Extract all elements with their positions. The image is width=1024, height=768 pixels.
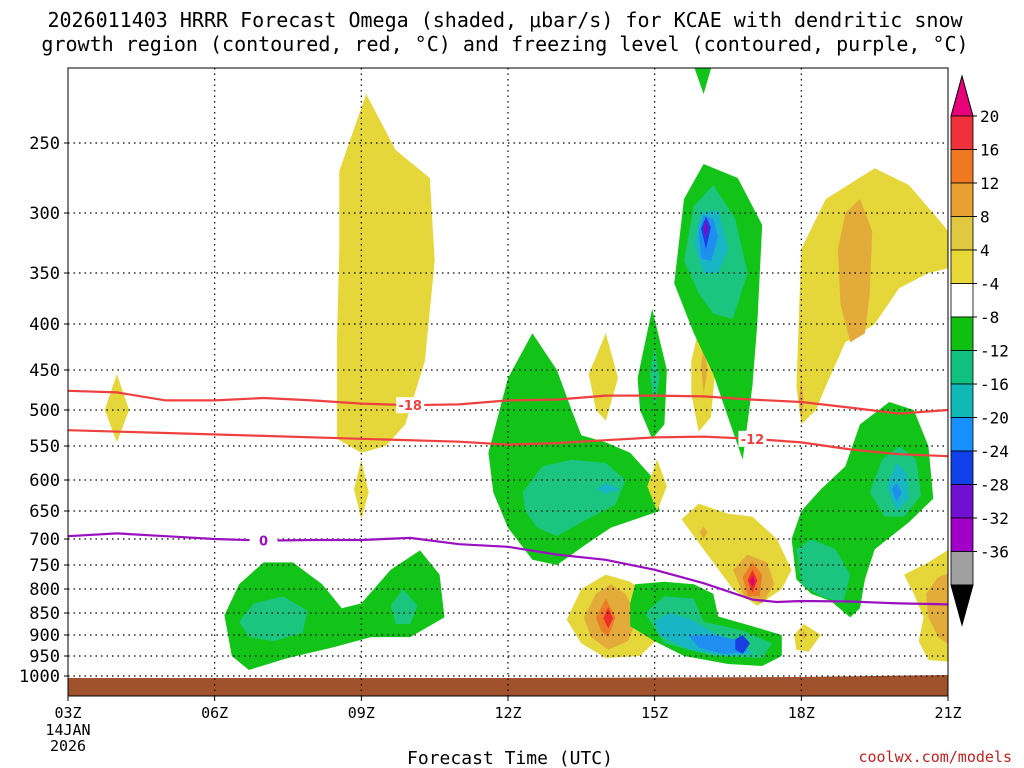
omega-region-purple-16z-upper bbox=[703, 219, 709, 240]
omega-region-teal-06z-low-b bbox=[390, 589, 418, 624]
omega-region-gold-21z-low bbox=[926, 573, 948, 645]
omega-region-green-12z-blob bbox=[488, 333, 660, 565]
omega-region-gold-16z-dot bbox=[699, 526, 708, 539]
colorbar-label--4: -4 bbox=[980, 275, 999, 294]
x-tick-label-12Z: 12Z bbox=[494, 704, 521, 722]
omega-region-blue-16z-low bbox=[688, 635, 748, 654]
colorbar-band-13 bbox=[950, 517, 974, 552]
plot-area: -18 -12 0 bbox=[68, 68, 948, 696]
colorbar-band-10 bbox=[950, 417, 974, 452]
y-tick-label-850: 850 bbox=[29, 604, 60, 624]
x-tick-label-03Z: 03Z bbox=[54, 704, 81, 722]
colorbar-band-4 bbox=[950, 216, 974, 251]
colorbar-label--12: -12 bbox=[980, 342, 1009, 361]
y-tick-label-350: 350 bbox=[29, 264, 60, 284]
isotherm-label-bg--18 bbox=[396, 397, 425, 414]
colorbar-band-6 bbox=[950, 283, 974, 318]
colorbar-label-20: 20 bbox=[980, 107, 999, 126]
colorbar-band-7 bbox=[950, 316, 974, 351]
colorbar-band-12 bbox=[950, 484, 974, 519]
chart-title-line-2: growth region (contoured, red, °C) and f… bbox=[41, 32, 969, 56]
omega-region-yellow-18z-dot bbox=[794, 624, 821, 652]
colorbar-label--8: -8 bbox=[980, 308, 999, 327]
colorbar-label-8: 8 bbox=[980, 208, 990, 227]
x-tick-label-21Z: 21Z bbox=[934, 704, 961, 722]
isotherm-label-bg-0 bbox=[249, 532, 278, 549]
colorbar-band-11 bbox=[950, 450, 974, 485]
x-tick-label-06Z: 06Z bbox=[201, 704, 228, 722]
omega-region-yellow-09z-small bbox=[354, 459, 369, 520]
y-tick-label-900: 900 bbox=[29, 626, 60, 646]
colorbar-band-8 bbox=[950, 350, 974, 385]
colorbar-band-3 bbox=[950, 182, 974, 217]
colorbar-label--16: -16 bbox=[980, 375, 1009, 394]
colorbar-label-12: 12 bbox=[980, 174, 999, 193]
colorbar-label--20: -20 bbox=[980, 409, 1009, 428]
y-tick-label-250: 250 bbox=[29, 134, 60, 154]
y-tick-label-750: 750 bbox=[29, 556, 60, 576]
isotherm-label--12: -12 bbox=[741, 433, 765, 448]
y-tick-label-950: 950 bbox=[29, 647, 60, 667]
y-tick-label-650: 650 bbox=[29, 502, 60, 522]
colorbar-band-1 bbox=[950, 115, 974, 150]
omega-region-teal-18z-low bbox=[796, 539, 851, 604]
colorbar-band-2 bbox=[950, 149, 974, 184]
x-start-date-1: 2026 bbox=[50, 737, 86, 755]
omega-region-yellow-19z-upper bbox=[796, 168, 948, 425]
colorbar-top-arrow bbox=[950, 74, 974, 117]
colorbar-label--36: -36 bbox=[980, 543, 1009, 562]
omega-region-dkblue-16z-low bbox=[735, 635, 750, 654]
omega-region-teal-06z-low-a bbox=[239, 596, 308, 642]
y-tick-label-400: 400 bbox=[29, 315, 60, 335]
omega-region-blue-20z-mid bbox=[891, 483, 902, 502]
colorbar-band-14 bbox=[950, 551, 974, 586]
isotherm-label-0: 0 bbox=[259, 535, 268, 550]
chart-title-line-1: 2026011403 HRRR Forecast Omega (shaded, … bbox=[47, 8, 963, 32]
omega-region-gold-16z-mid bbox=[701, 342, 708, 394]
omega-region-magenta-17z-low bbox=[750, 575, 755, 588]
y-tick-label-1000: 1000 bbox=[19, 667, 60, 687]
colorbar-label--24: -24 bbox=[980, 442, 1009, 461]
x-tick-label-18Z: 18Z bbox=[788, 704, 815, 722]
colorbar-label--28: -28 bbox=[980, 476, 1009, 495]
y-tick-label-700: 700 bbox=[29, 530, 60, 550]
omega-region-green-06z-low bbox=[224, 550, 445, 670]
x-tick-label-09Z: 09Z bbox=[348, 704, 375, 722]
x-start-date-0: 14JAN bbox=[45, 721, 90, 739]
y-tick-label-500: 500 bbox=[29, 401, 60, 421]
omega-region-yellow-14z-mid-b bbox=[647, 459, 667, 511]
chart-title: 2026011403 HRRR Forecast Omega (shaded, … bbox=[0, 8, 1010, 56]
isotherm-line--12 bbox=[68, 429, 948, 458]
omega-region-yellow-14z-mid-a bbox=[588, 333, 618, 421]
isotherm-line-0 bbox=[68, 532, 948, 606]
colorbar-label-4: 4 bbox=[980, 241, 990, 260]
y-tick-label-450: 450 bbox=[29, 361, 60, 381]
omega-region-gold-18z-dot bbox=[801, 630, 807, 640]
y-tick-label-600: 600 bbox=[29, 471, 60, 491]
y-tick-label-800: 800 bbox=[29, 580, 60, 600]
colorbar-label-16: 16 bbox=[980, 141, 999, 160]
isotherm-line--18 bbox=[68, 389, 948, 415]
x-tick-label-15Z: 15Z bbox=[641, 704, 668, 722]
isotherm-label--18: -18 bbox=[398, 399, 422, 414]
omega-region-teal-12z-core bbox=[522, 459, 626, 537]
y-tick-label-550: 550 bbox=[29, 437, 60, 457]
colorbar-bottom-arrow bbox=[950, 584, 974, 627]
omega-region-red-14z-low bbox=[603, 607, 614, 629]
omega-region-gold-19z-upper bbox=[838, 199, 873, 343]
credit-text: coolwx.com/models bbox=[858, 748, 1012, 766]
x-axis-label: Forecast Time (UTC) bbox=[407, 748, 613, 768]
omega-region-cyan-12z-dot bbox=[596, 483, 621, 494]
omega-region-yellow-00z-upper-left bbox=[104, 374, 130, 443]
colorbar-label--32: -32 bbox=[980, 509, 1009, 528]
y-tick-label-300: 300 bbox=[29, 204, 60, 224]
isotherm-label-bg--12 bbox=[738, 430, 767, 447]
omega-region-green-16z-top bbox=[694, 68, 712, 94]
colorbar-band-5 bbox=[950, 249, 974, 284]
colorbar-band-9 bbox=[950, 383, 974, 418]
